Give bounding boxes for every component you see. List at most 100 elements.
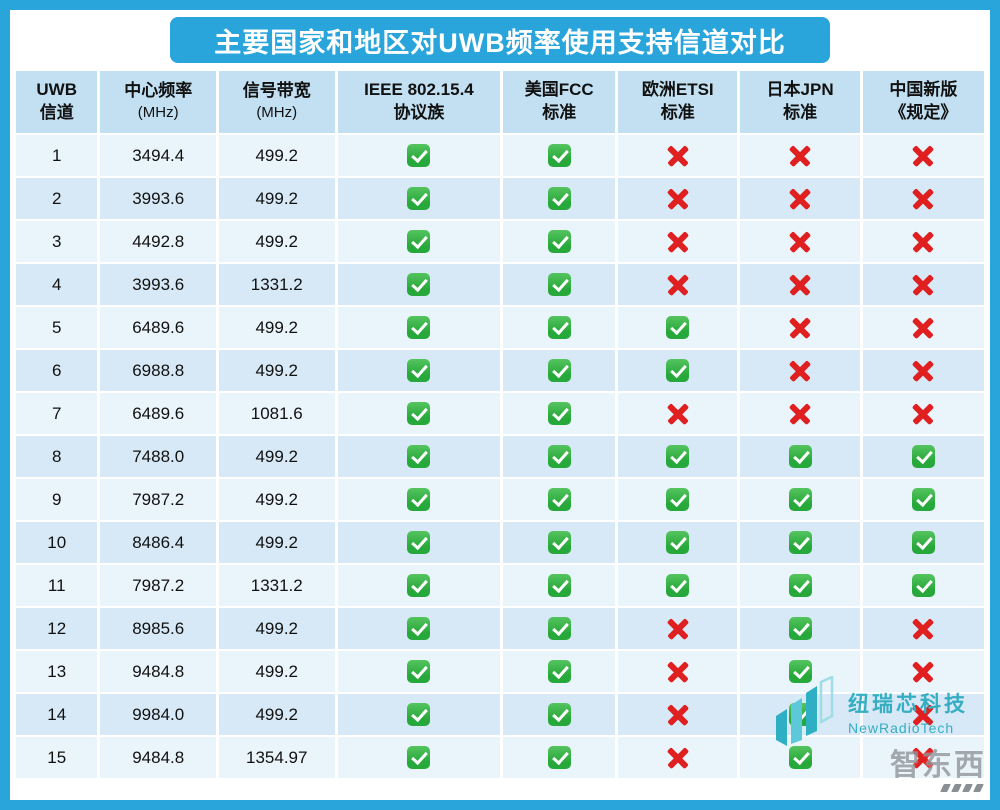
zhidx-watermark: 智东西 (890, 751, 986, 792)
cross-icon (665, 659, 691, 685)
bandwidth-cell: 499.2 (218, 135, 335, 176)
check-icon (407, 445, 431, 468)
support-cell (862, 264, 984, 305)
support-cell (503, 479, 616, 520)
table-row: 9 7987.2 499.2 (16, 479, 984, 520)
center-frequency-cell: 3494.4 (100, 135, 216, 176)
check-icon (788, 531, 812, 554)
support-cell (862, 135, 984, 176)
support-cell (503, 651, 616, 692)
channel-cell: 5 (16, 307, 98, 348)
support-cell (503, 350, 616, 391)
support-cell (862, 565, 984, 606)
check-icon (407, 531, 431, 554)
support-cell (862, 350, 984, 391)
table-row: 5 6489.6 499.2 (16, 307, 984, 348)
support-cell (337, 178, 501, 219)
support-cell (618, 221, 738, 262)
support-cell (503, 307, 616, 348)
bandwidth-cell: 1331.2 (218, 565, 335, 606)
channel-cell: 8 (16, 436, 98, 477)
support-cell (618, 608, 738, 649)
support-cell (503, 264, 616, 305)
support-cell (503, 178, 616, 219)
column-header-line2: 《规定》 (889, 103, 958, 122)
support-cell (862, 178, 984, 219)
check-icon (407, 574, 431, 597)
cross-icon (665, 143, 691, 169)
support-cell (503, 393, 616, 434)
newradiotech-logo-icon (776, 676, 834, 746)
column-header-4: 美国FCC 标准 (503, 71, 616, 133)
table-row: 12 8985.6 499.2 (16, 608, 984, 649)
support-cell (337, 694, 501, 735)
center-frequency-cell: 9484.8 (100, 737, 216, 778)
table-row: 13 9484.8 499.2 (16, 651, 984, 692)
channel-cell: 15 (16, 737, 98, 778)
cross-icon (910, 143, 936, 169)
support-cell (503, 221, 616, 262)
support-cell (337, 393, 501, 434)
check-icon (547, 445, 571, 468)
check-icon (547, 746, 571, 769)
table-row: 2 3993.6 499.2 (16, 178, 984, 219)
support-cell (503, 608, 616, 649)
support-cell (503, 436, 616, 477)
bandwidth-cell: 499.2 (218, 436, 335, 477)
check-icon (407, 273, 431, 296)
channel-cell: 14 (16, 694, 98, 735)
check-icon (547, 531, 571, 554)
bandwidth-cell: 499.2 (218, 221, 335, 262)
check-icon (911, 445, 935, 468)
check-icon (788, 574, 812, 597)
channel-cell: 6 (16, 350, 98, 391)
check-icon (407, 402, 431, 425)
support-cell (337, 565, 501, 606)
check-icon (407, 660, 431, 683)
check-icon (407, 144, 431, 167)
support-cell (337, 135, 501, 176)
center-frequency-cell: 4492.8 (100, 221, 216, 262)
table-row: 10 8486.4 499.2 (16, 522, 984, 563)
check-icon (407, 187, 431, 210)
channel-cell: 10 (16, 522, 98, 563)
cross-icon (665, 229, 691, 255)
support-cell (740, 479, 860, 520)
cross-icon (910, 229, 936, 255)
cross-icon (910, 401, 936, 427)
support-cell (337, 479, 501, 520)
support-cell (862, 694, 984, 735)
support-cell (503, 565, 616, 606)
column-header-line1: IEEE 802.15.4 (364, 80, 474, 100)
check-icon (547, 402, 571, 425)
column-header-line1: 美国FCC (524, 80, 594, 100)
column-header-line1: 中国新版 (889, 80, 958, 100)
support-cell (740, 307, 860, 348)
check-icon (407, 617, 431, 640)
support-cell (503, 522, 616, 563)
support-cell (618, 350, 738, 391)
support-cell (337, 436, 501, 477)
support-cell (618, 479, 738, 520)
support-cell (503, 737, 616, 778)
cross-icon (787, 229, 813, 255)
support-cell (740, 221, 860, 262)
check-icon (788, 488, 812, 511)
table-body: 1 3494.4 499.2 2 3993.6 499.2 3 4492.8 499.2 4 399… (16, 135, 984, 778)
uwb-support-table: UWB 信道 中心频率 (MHz) 信号带宽 (MHz) IEEE 802.15.4 协议族 美… (13, 69, 987, 780)
table-row: 11 7987.2 1331.2 (16, 565, 984, 606)
table-row: 15 9484.8 1354.97 (16, 737, 984, 778)
support-cell (618, 436, 738, 477)
support-cell (618, 522, 738, 563)
center-frequency-cell: 9484.8 (100, 651, 216, 692)
cross-icon (910, 315, 936, 341)
support-cell (740, 393, 860, 434)
check-icon (407, 359, 431, 382)
newradiotech-logo: 纽瑞芯科技 NewRadioTech (774, 676, 968, 748)
table-row: 6 6988.8 499.2 (16, 350, 984, 391)
channel-cell: 11 (16, 565, 98, 606)
column-header-0: UWB 信道 (16, 71, 98, 133)
center-frequency-cell: 9984.0 (100, 694, 216, 735)
column-header-2: 信号带宽 (MHz) (218, 71, 335, 133)
